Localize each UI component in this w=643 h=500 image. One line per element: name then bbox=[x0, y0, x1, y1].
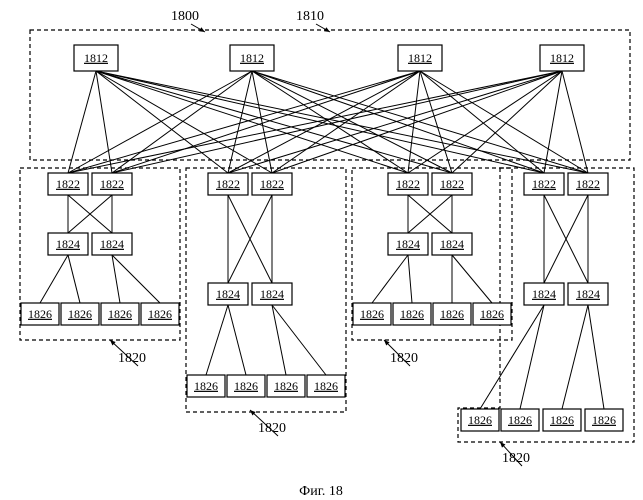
edge bbox=[96, 71, 544, 173]
node-label-g1f: 1826 bbox=[234, 379, 258, 393]
figure-caption: Фиг. 18 bbox=[299, 484, 343, 499]
node-label-g2c: 1824 bbox=[396, 237, 420, 251]
edge bbox=[228, 71, 420, 173]
edge bbox=[272, 305, 286, 375]
node-label-g3a: 1822 bbox=[532, 177, 556, 191]
edge bbox=[40, 255, 68, 303]
node-label-g1g: 1826 bbox=[274, 379, 298, 393]
ref-label-l1820a: 1820 bbox=[118, 351, 146, 366]
edge bbox=[112, 71, 420, 173]
edge bbox=[96, 71, 112, 173]
edge bbox=[252, 71, 272, 173]
node-label-g3f: 1826 bbox=[508, 413, 532, 427]
network-diagram: 1812 1812 1812 1812 1822 1822 1824 1824 1826 1826… bbox=[0, 0, 643, 500]
node-label-g3d: 1824 bbox=[576, 287, 600, 301]
ref-label-l1810: 1810 bbox=[296, 9, 324, 24]
node-label-g2d: 1824 bbox=[440, 237, 464, 251]
node-label-g3g: 1826 bbox=[550, 413, 574, 427]
node-label-g3h: 1826 bbox=[592, 413, 616, 427]
edge bbox=[588, 305, 604, 409]
node-label-g2b: 1822 bbox=[440, 177, 464, 191]
node-label-g1a: 1822 bbox=[216, 177, 240, 191]
edge bbox=[372, 255, 408, 303]
edge bbox=[68, 71, 252, 173]
node-label-g2e: 1826 bbox=[360, 307, 384, 321]
edge bbox=[112, 71, 562, 173]
node-label-g3c: 1824 bbox=[532, 287, 556, 301]
node-label-g2h: 1826 bbox=[480, 307, 504, 321]
ref-label-l1820c: 1820 bbox=[390, 351, 418, 366]
edge bbox=[544, 71, 562, 173]
edge bbox=[206, 305, 228, 375]
edge bbox=[96, 71, 588, 173]
edge bbox=[452, 71, 562, 173]
edge bbox=[420, 71, 452, 173]
node-label-g2g: 1826 bbox=[440, 307, 464, 321]
edge bbox=[452, 255, 492, 303]
edge bbox=[520, 305, 544, 409]
node-label-g0d: 1824 bbox=[100, 237, 124, 251]
edge bbox=[562, 305, 588, 409]
edge bbox=[420, 71, 588, 173]
node-label-t0: 1812 bbox=[84, 51, 108, 65]
edge bbox=[252, 71, 588, 173]
node-label-g0a: 1822 bbox=[56, 177, 80, 191]
node-label-g2a: 1822 bbox=[396, 177, 420, 191]
node-label-g0e: 1826 bbox=[28, 307, 52, 321]
ref-label-l1820b: 1820 bbox=[258, 421, 286, 436]
edge bbox=[112, 71, 252, 173]
node-label-g2f: 1826 bbox=[400, 307, 424, 321]
node-label-g1e: 1826 bbox=[194, 379, 218, 393]
node-label-g0h: 1826 bbox=[148, 307, 172, 321]
node-label-t1: 1812 bbox=[240, 51, 264, 65]
ref-label-l1820d: 1820 bbox=[502, 451, 530, 466]
ref-label-l1800: 1800 bbox=[171, 9, 199, 24]
node-label-g0f: 1826 bbox=[68, 307, 92, 321]
node-label-g1c: 1824 bbox=[216, 287, 240, 301]
node-label-t3: 1812 bbox=[550, 51, 574, 65]
edge bbox=[68, 255, 80, 303]
edge bbox=[562, 71, 588, 173]
edge bbox=[252, 71, 452, 173]
edge bbox=[68, 71, 420, 173]
node-label-g1h: 1826 bbox=[314, 379, 338, 393]
node-label-t2: 1812 bbox=[408, 51, 432, 65]
edge bbox=[408, 255, 412, 303]
node-label-g0c: 1824 bbox=[56, 237, 80, 251]
edge bbox=[228, 305, 246, 375]
edge bbox=[272, 305, 326, 375]
node-label-g3e: 1826 bbox=[468, 413, 492, 427]
node-label-g3b: 1822 bbox=[576, 177, 600, 191]
node-label-g0b: 1822 bbox=[100, 177, 124, 191]
node-label-g0g: 1826 bbox=[108, 307, 132, 321]
node-label-g1d: 1824 bbox=[260, 287, 284, 301]
edge bbox=[68, 71, 96, 173]
node-label-g1b: 1822 bbox=[260, 177, 284, 191]
edge bbox=[420, 71, 544, 173]
